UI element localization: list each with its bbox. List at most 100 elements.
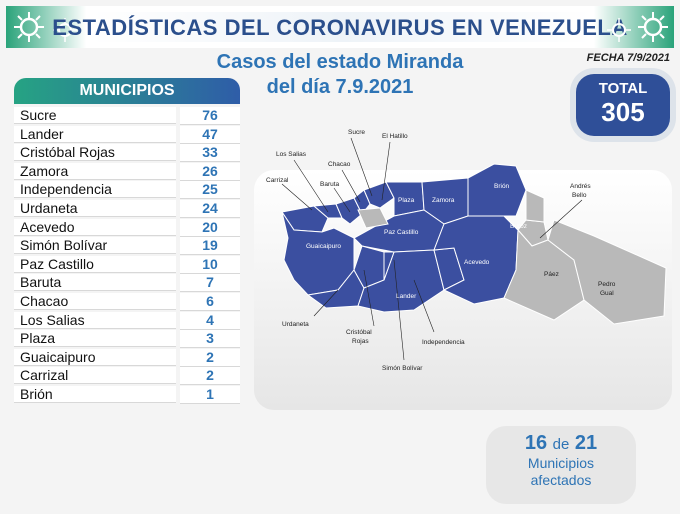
municipio-value: 47	[180, 125, 240, 144]
total-label: TOTAL	[598, 80, 648, 97]
municipio-name: Guaicaipuro	[14, 348, 176, 366]
subtitle: Casos del estado Miranda del día 7.9.202…	[210, 50, 470, 100]
total-badge: TOTAL 305	[576, 74, 670, 136]
municipio-value: 10	[180, 255, 240, 274]
map-label-urdaneta: Urdaneta	[282, 321, 309, 328]
table-row: Los Salias 4	[14, 311, 240, 331]
municipio-name: Urdaneta	[14, 199, 176, 217]
affected-count-line: 16 de 21	[486, 432, 636, 455]
table-row: Lander 47	[14, 125, 240, 145]
affected-label-2: afectados	[530, 472, 592, 488]
affected-total: 21	[574, 432, 598, 454]
map-label-simon-bolivar: Simón Bolívar	[382, 365, 423, 372]
table-row: Carrizal 2	[14, 367, 240, 386]
map-label-paez: Páez	[544, 271, 559, 278]
affected-count: 16	[524, 432, 548, 454]
table-row: Plaza 3	[14, 330, 240, 349]
municipio-value: 76	[180, 107, 240, 125]
municipio-value: 1	[180, 385, 240, 404]
table-row: Simón Bolívar 19	[14, 237, 240, 256]
municipio-name: Chacao	[14, 292, 176, 310]
date-label: FECHA 7/9/2021	[586, 52, 670, 64]
municipio-value: 6	[180, 292, 240, 311]
municipio-value: 19	[180, 237, 240, 256]
municipio-value: 25	[180, 181, 240, 200]
region-sucre	[363, 181, 395, 209]
map-label-zamora: Zamora	[432, 197, 455, 204]
region-brion	[467, 163, 527, 217]
municipio-value: 7	[180, 274, 240, 293]
affected-label-1: Municipios	[527, 455, 595, 471]
map-label-los-salias: Los Salias	[276, 151, 307, 158]
region-simon-bolivar	[383, 251, 395, 281]
municipio-name: Plaza	[14, 330, 176, 348]
table-row: Sucre 76	[14, 107, 240, 126]
virus-icon	[638, 12, 668, 42]
municipios-table: Sucre 76 Lander 47 Cristóbal Rojas 33 Zamora 26…	[14, 107, 240, 405]
municipio-name: Brión	[14, 385, 176, 403]
table-row: Chacao 6	[14, 292, 240, 312]
municipio-value: 26	[180, 162, 240, 181]
municipio-name: Independencia	[14, 181, 176, 199]
page-title: ESTADÍSTICAS DEL CORONAVIRUS EN VENEZUEL…	[52, 15, 628, 40]
municipios-header: MUNICIPIOS	[14, 78, 240, 104]
municipio-name: Sucre	[14, 107, 176, 124]
banner-bar	[92, 12, 592, 42]
affected-summary: 16 de 21 Municipios afectados	[486, 426, 636, 504]
table-row: Urdaneta 24	[14, 199, 240, 219]
table-row: Guaicaipuro 2	[14, 348, 240, 368]
table-row: Acevedo 20	[14, 218, 240, 238]
municipio-name: Acevedo	[14, 218, 176, 236]
map-label-sucre: Sucre	[348, 129, 365, 136]
map-label-gual: Gual	[600, 290, 614, 297]
table-row: Independencia 25	[14, 181, 240, 200]
region-pedro-gual	[547, 219, 667, 325]
map-label-lander: Lander	[396, 293, 417, 300]
virus-icon	[607, 18, 631, 42]
map-label-guaicaipuro: Guaicaipuro	[306, 243, 341, 250]
municipio-value: 2	[180, 367, 240, 386]
total-value: 305	[601, 97, 645, 127]
map-label-bello: Bello	[572, 192, 587, 199]
municipio-value: 20	[180, 218, 240, 237]
subtitle-line-2: del día 7.9.2021	[266, 76, 414, 98]
map-label-paz-castillo: Paz Castillo	[384, 229, 419, 236]
municipio-name: Lander	[14, 125, 176, 143]
municipio-name: Paz Castillo	[14, 255, 176, 273]
affected-de: de	[552, 436, 570, 453]
region-andres-bello	[525, 189, 545, 223]
table-row: Brión 1	[14, 385, 240, 405]
municipio-name: Los Salias	[14, 311, 176, 329]
municipio-name: Cristóbal Rojas	[14, 144, 176, 162]
table-row: Cristóbal Rojas 33	[14, 144, 240, 163]
map-label-andres: Andrés	[570, 183, 591, 190]
table-row: Zamora 26	[14, 162, 240, 182]
header-banner: ESTADÍSTICAS DEL CORONAVIRUS EN VENEZUEL…	[6, 6, 674, 48]
municipio-name: Simón Bolívar	[14, 237, 176, 255]
municipio-name: Zamora	[14, 162, 176, 180]
virus-icon	[14, 12, 44, 42]
map-label-baruta: Baruta	[320, 181, 340, 188]
subtitle-line-1: Casos del estado Miranda	[216, 51, 464, 73]
map-label-buroz: Buroz	[510, 223, 527, 230]
municipio-value: 24	[180, 199, 240, 218]
map-label-carrizal: Carrizal	[266, 177, 289, 184]
map-label-independencia: Independencia	[422, 339, 465, 346]
municipio-value: 3	[180, 330, 240, 349]
miranda-map: Sucre El Hatillo Los Salias Chacao Carri…	[266, 129, 667, 372]
region-el-hatillo	[357, 207, 389, 229]
map-label-pedro: Pedro	[598, 281, 616, 288]
map-label-chacao: Chacao	[328, 161, 351, 168]
table-row: Paz Castillo 10	[14, 255, 240, 275]
map-label-rojas: Rojas	[352, 338, 369, 345]
municipio-name: Baruta	[14, 274, 176, 292]
virus-icon	[53, 18, 77, 42]
municipio-value: 2	[180, 348, 240, 367]
map-label-el-hatillo: El Hatillo	[382, 133, 408, 140]
municipio-value: 4	[180, 311, 240, 330]
municipio-value: 33	[180, 144, 240, 163]
map-label-brion: Brión	[494, 183, 510, 190]
map-label-acevedo: Acevedo	[464, 259, 490, 266]
map-label-cristobal: Cristóbal	[346, 329, 372, 336]
table-row: Baruta 7	[14, 274, 240, 293]
